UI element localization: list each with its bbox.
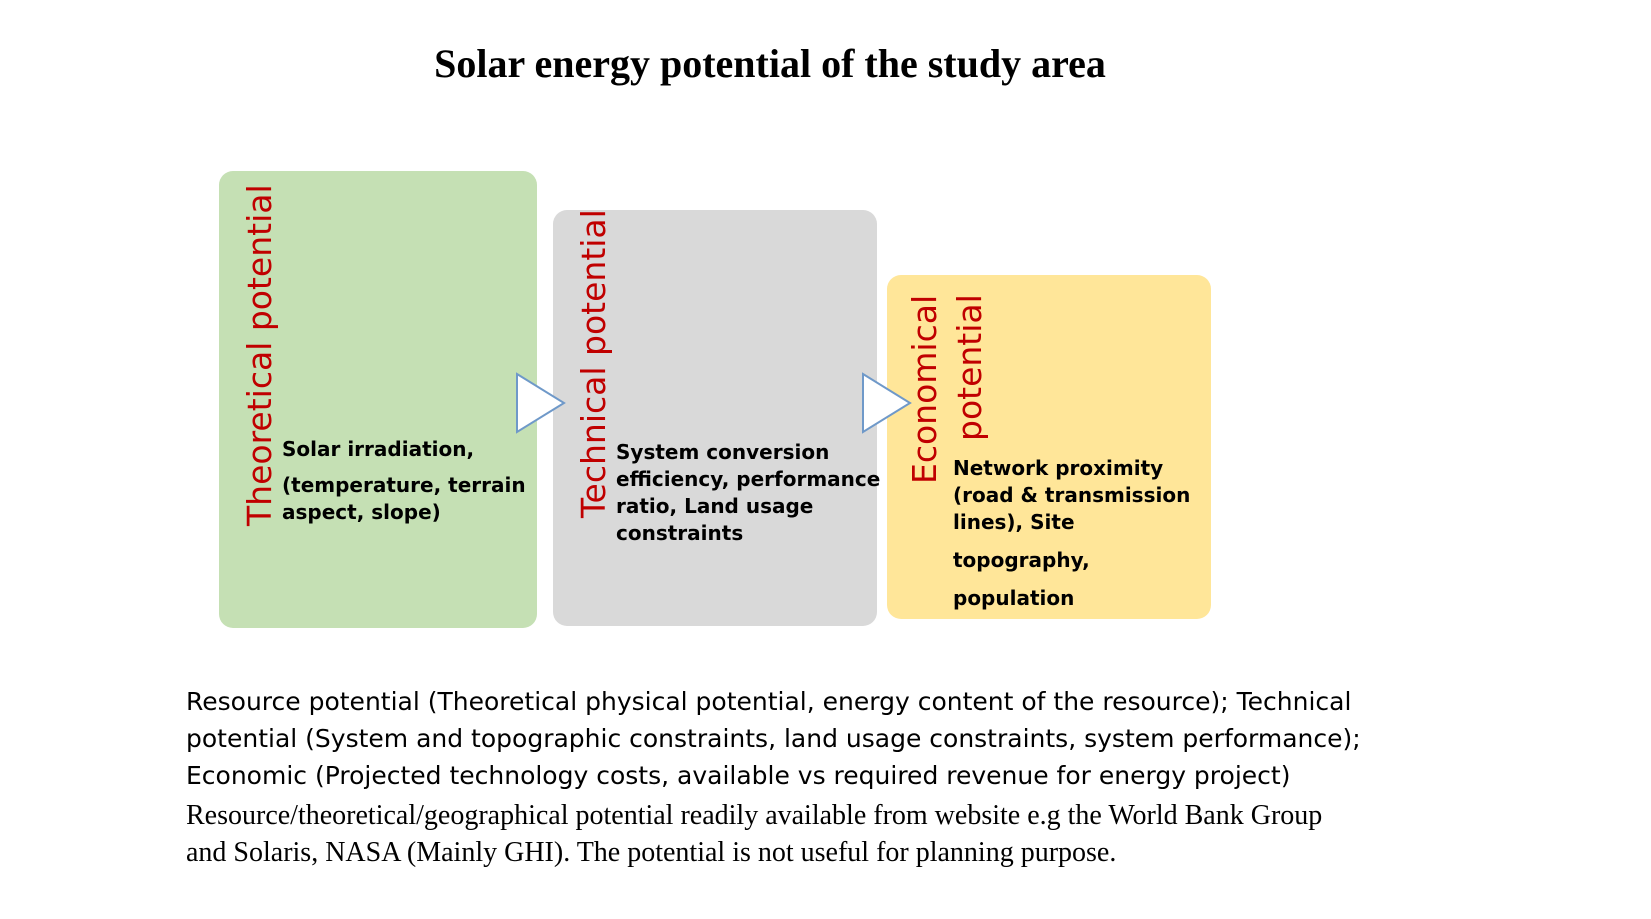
caption-note-line-2: and Solaris, NASA (Mainly GHI). The pote… — [186, 837, 1117, 868]
technical-line-3: ratio, Land usage — [616, 494, 814, 518]
caption-line-2: potential (System and topographic constr… — [186, 724, 1361, 753]
caption-definitions: Resource potential (Theoretical physical… — [186, 683, 1486, 794]
theoretical-potential-box — [219, 171, 537, 628]
economical-description: Network proximity (road & transmission l… — [953, 455, 1190, 612]
economical-line-2: (road & transmission — [953, 483, 1191, 507]
technical-line-1: System conversion — [616, 440, 830, 464]
theoretical-potential-label: Theoretical potential — [240, 184, 279, 526]
economical-potential-label-line2: potential — [950, 294, 989, 441]
caption-note-line-1: Resource/theoretical/geographical potent… — [186, 800, 1323, 831]
caption-line-1: Resource potential (Theoretical physical… — [186, 687, 1352, 716]
theoretical-line-3: aspect, slope) — [282, 500, 441, 524]
technical-description: System conversion efficiency, performanc… — [616, 439, 880, 547]
economical-line-3: lines), Site — [953, 510, 1075, 534]
economical-potential-box — [887, 275, 1211, 619]
technical-line-4: constraints — [616, 521, 744, 545]
economical-line-5: population — [953, 586, 1075, 610]
economical-line-1: Network proximity — [953, 456, 1164, 480]
diagram-title: Solar energy potential of the study area — [434, 41, 1106, 86]
economical-line-4: topography, — [953, 548, 1090, 572]
technical-line-2: efficiency, performance — [616, 467, 881, 491]
arrow-right-icon — [516, 372, 566, 434]
theoretical-line-2: (temperature, terrain — [282, 473, 526, 497]
technical-potential-label: Technical potential — [574, 209, 613, 518]
theoretical-line-1: Solar irradiation, — [282, 437, 475, 461]
caption-line-3: Economic (Projected technology costs, av… — [186, 761, 1291, 790]
caption-note: Resource/theoretical/geographical potent… — [186, 797, 1566, 871]
theoretical-description: Solar irradiation, (temperature, terrain… — [282, 436, 526, 526]
arrow-right-icon — [862, 372, 912, 434]
technical-potential-box — [553, 210, 877, 626]
